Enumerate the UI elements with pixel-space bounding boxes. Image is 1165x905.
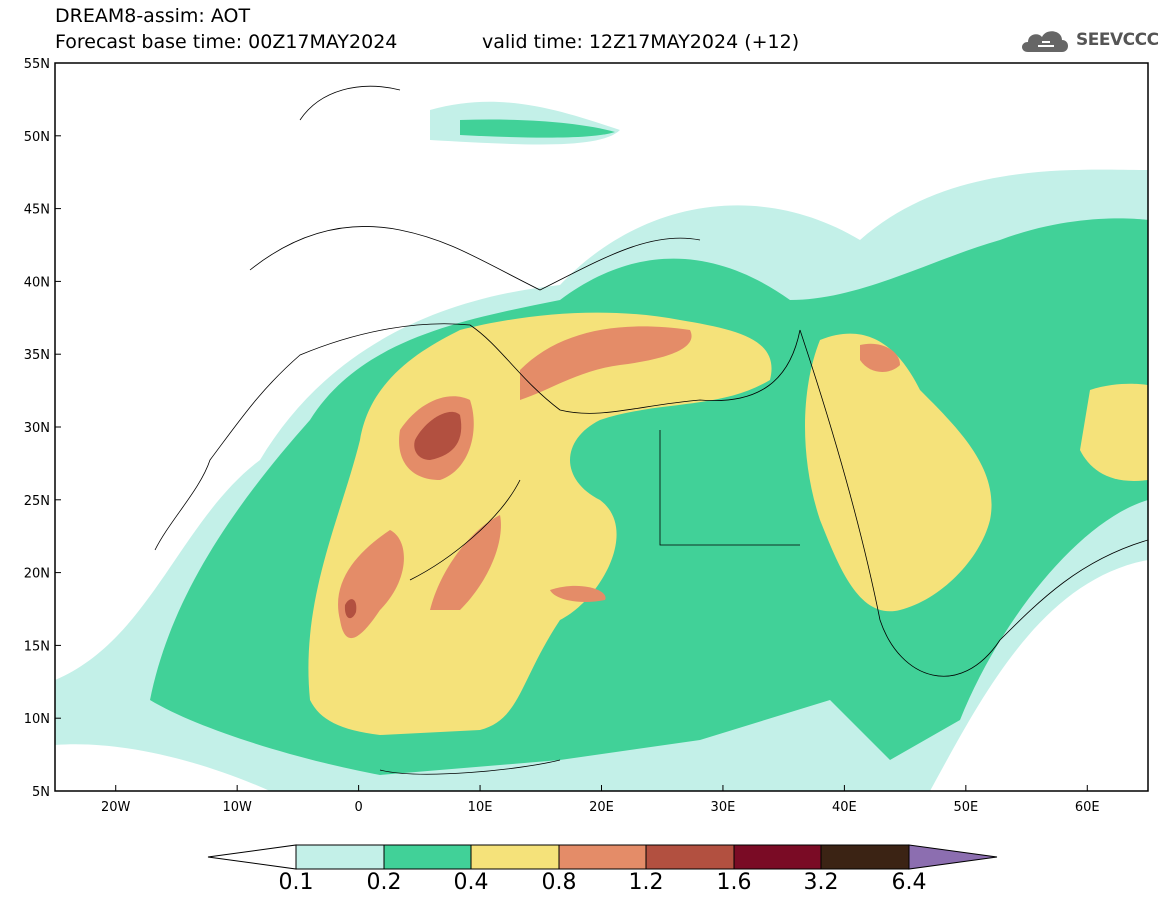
colorbar-label: 0.8: [541, 870, 577, 895]
longitude-label: 60E: [1075, 800, 1100, 815]
colorbar-label: 1.6: [716, 870, 752, 895]
latitude-label: 55N: [24, 57, 50, 72]
latitude-label: 15N: [24, 639, 50, 654]
longitude-label: 50E: [953, 800, 978, 815]
latitude-label: 35N: [24, 348, 50, 363]
latitude-label: 25N: [24, 494, 50, 509]
longitude-label: 0: [354, 800, 362, 815]
longitude-axis: 20W 10W 0 10E 20E 30E 40E 50E 60E: [101, 785, 1100, 815]
latitude-label: 50N: [24, 130, 50, 145]
aot-fields: [55, 101, 1148, 791]
cloud-icon: [1022, 31, 1068, 52]
longitude-label: 10E: [468, 800, 493, 815]
longitude-label: 30E: [711, 800, 736, 815]
longitude-label: 10W: [222, 800, 252, 815]
latitude-axis: 5N 10N 15N 20N 25N 30N 35N 40N 45N 50N 55N: [24, 57, 61, 800]
coastlines: [154, 85, 1148, 775]
colorbar-label: 0.1: [278, 870, 314, 895]
longitude-label: 40E: [832, 800, 857, 815]
seevccc-logo: SEEVCCC: [1018, 24, 1159, 58]
forecast-base-time: Forecast base time: 00Z17MAY2024: [55, 31, 398, 53]
logo-text: SEEVCCC: [1076, 30, 1159, 50]
latitude-label: 45N: [24, 203, 50, 218]
colorbar-label: 0.2: [366, 870, 402, 895]
longitude-label: 20W: [101, 800, 131, 815]
colorbar-label: 1.2: [628, 870, 664, 895]
colorbar-label: 3.2: [803, 870, 839, 895]
latitude-label: 40N: [24, 275, 50, 290]
colorbar-label: 6.4: [891, 870, 927, 895]
latitude-label: 5N: [32, 785, 50, 800]
latitude-label: 30N: [24, 421, 50, 436]
latitude-label: 10N: [24, 712, 50, 727]
valid-time: valid time: 12Z17MAY2024 (+12): [482, 31, 800, 53]
latitude-label: 20N: [24, 567, 50, 582]
map-title: DREAM8-assim: AOT: [55, 5, 251, 27]
colorbar-label: 0.4: [453, 870, 489, 895]
longitude-label: 20E: [589, 800, 614, 815]
